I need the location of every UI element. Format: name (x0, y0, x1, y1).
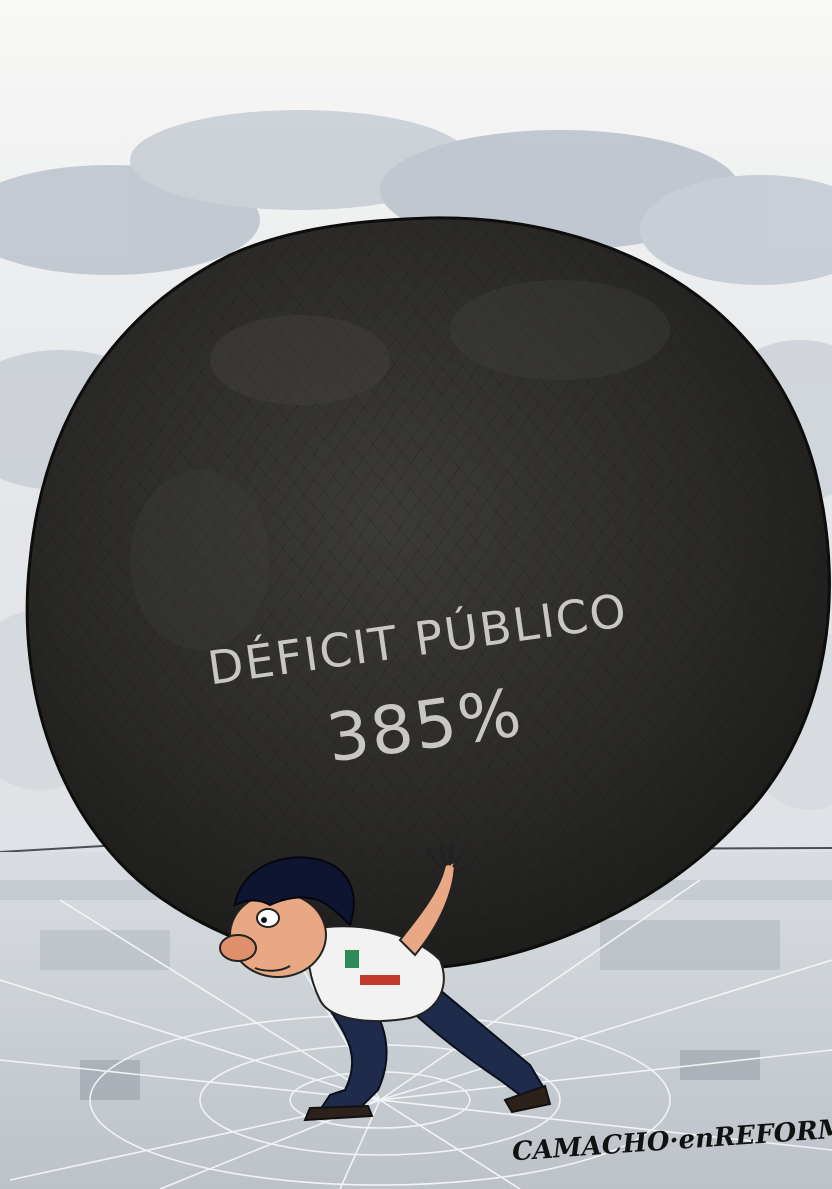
deficit-boulder (25, 216, 831, 971)
pupil (261, 917, 267, 923)
shirt-patch-green (345, 950, 359, 968)
eye (256, 908, 280, 928)
mouth (254, 965, 291, 972)
hair (233, 856, 355, 927)
right-shoe (503, 1084, 552, 1114)
shirt-stripe-red (360, 975, 400, 985)
nose (219, 934, 257, 962)
left-shoe (303, 1104, 374, 1122)
hand (426, 843, 472, 874)
man-figure (219, 843, 552, 1122)
